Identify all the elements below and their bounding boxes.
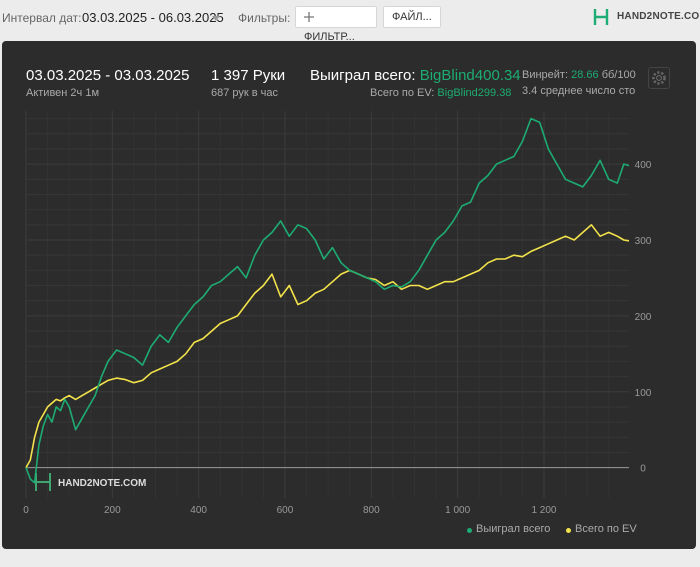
bankroll-chart: HAND2NOTE.COM 0 200 400 600 800 1 000 1 200 0 10… <box>23 111 652 516</box>
hand2note-logo: HAND2NOTE.COM <box>593 7 700 27</box>
winrate: Винрейт: 28.66 бб/100 <box>522 69 636 81</box>
date-range-selector[interactable]: 03.03.2025 - 06.03.2025 <box>82 10 224 25</box>
chart-watermark-text: HAND2NOTE.COM <box>58 478 146 489</box>
legend-label-won[interactable]: Выиграл всего <box>476 523 551 535</box>
x-tick-label: 1 000 <box>445 505 470 516</box>
ev-total-value: BigBlind299.38 <box>437 87 512 99</box>
x-tick-label: 1 200 <box>531 505 556 516</box>
file-button-label: ФАЙЛ... <box>392 11 432 23</box>
date-interval-label: Интервал дат: <box>2 11 82 25</box>
hand2note-logo-icon <box>593 9 609 25</box>
graph-panel: 03.03.2025 - 03.03.2025 Активен 2ч 1м 1 … <box>2 41 696 549</box>
x-tick-label: 0 <box>23 505 29 516</box>
won-total-value: BigBlind400.34 <box>419 67 521 84</box>
won-total-label: Выиграл всего: <box>310 67 416 84</box>
chevron-down-icon[interactable] <box>212 16 220 21</box>
y-tick-label: 100 <box>635 388 652 399</box>
top-toolbar: Интервал дат: 03.03.2025 - 06.03.2025 Фи… <box>0 0 700 43</box>
y-tick-label: 200 <box>635 312 652 323</box>
x-tick-label: 800 <box>363 505 380 516</box>
x-tick-label: 400 <box>190 505 207 516</box>
hands-count: 1 397 Руки <box>211 67 286 84</box>
settings-button[interactable] <box>648 67 670 89</box>
add-filter-label: ФИЛЬТР... <box>304 31 355 43</box>
logo-text: HAND2NOTE.COM <box>617 11 700 22</box>
y-tick-label: 300 <box>635 236 652 247</box>
legend-dot-ev <box>566 528 571 533</box>
winrate-unit: бб/100 <box>601 69 636 81</box>
won-total: Выиграл всего: BigBlind400.34 <box>310 67 521 84</box>
won-line <box>25 117 630 484</box>
x-tick-label: 600 <box>277 505 294 516</box>
gear-icon <box>652 71 666 85</box>
legend-dot-won <box>467 528 472 533</box>
winrate-value: 28.66 <box>571 69 599 81</box>
x-tick-label: 200 <box>104 505 121 516</box>
hands-per-hour: 687 рук в час <box>211 87 279 99</box>
y-tick-label: 0 <box>640 464 646 475</box>
plus-icon <box>304 12 314 23</box>
ev-total: Всего по EV: BigBlind299.38 <box>370 87 511 99</box>
ev-total-label: Всего по EV: <box>370 87 435 99</box>
legend-label-ev[interactable]: Всего по EV <box>575 523 637 535</box>
add-filter-button[interactable]: ФИЛЬТР... <box>295 6 377 43</box>
file-button[interactable]: ФАЙЛ... <box>383 6 441 28</box>
avg-players: 3.4 среднее число сто <box>522 85 636 97</box>
active-time: Активен 2ч 1м <box>26 87 100 99</box>
ev-line <box>25 224 630 468</box>
session-period: 03.03.2025 - 03.03.2025 <box>26 67 190 84</box>
filters-label: Фильтры: <box>238 11 291 25</box>
winrate-label: Винрейт: <box>522 69 569 81</box>
y-tick-label: 400 <box>635 160 652 171</box>
